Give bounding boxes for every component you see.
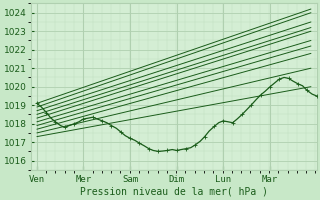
X-axis label: Pression niveau de la mer( hPa ): Pression niveau de la mer( hPa ) — [80, 187, 268, 197]
